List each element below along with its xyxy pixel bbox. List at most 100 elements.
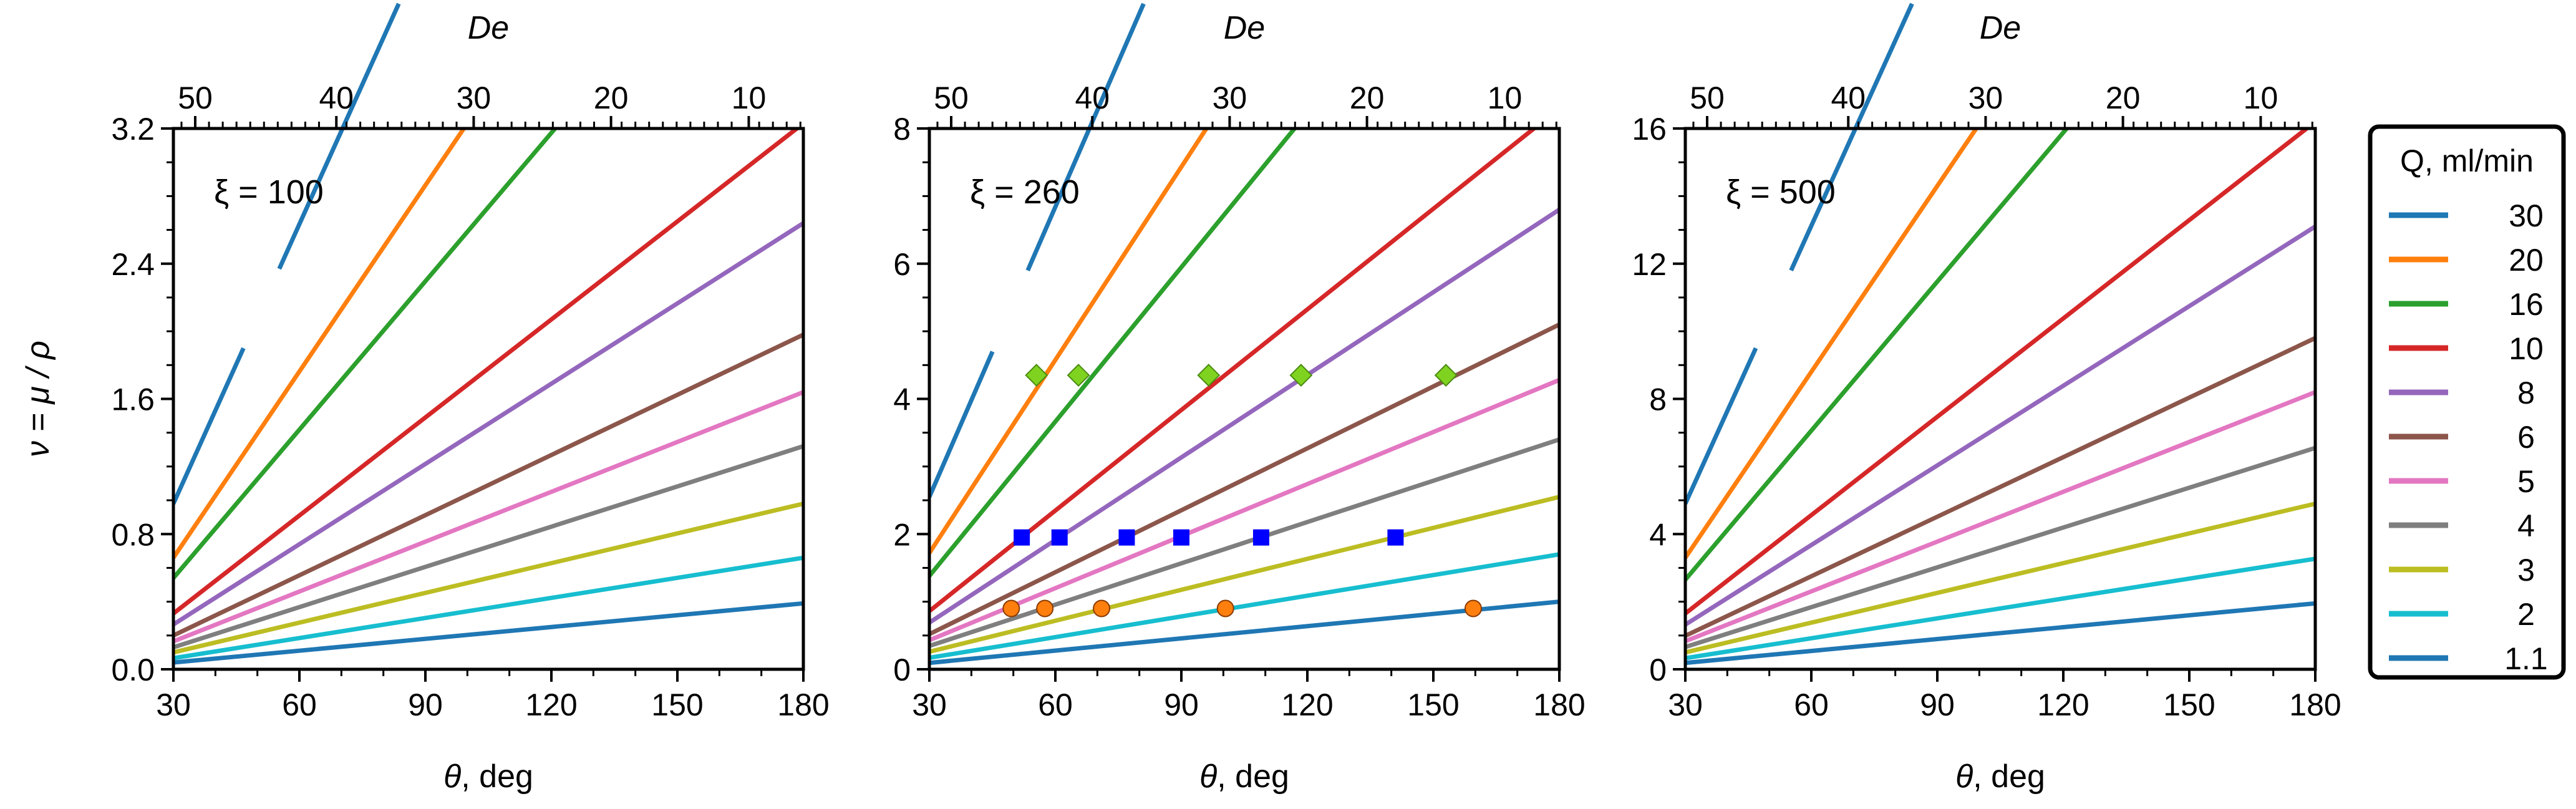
series-line-6 bbox=[1685, 336, 2315, 638]
x-axis-label-symbol: θ bbox=[1955, 758, 1973, 795]
top-tick-label: 50 bbox=[934, 80, 969, 115]
series-line-5 bbox=[1685, 390, 2315, 644]
series-line-3 bbox=[1685, 501, 2315, 655]
series-line-20 bbox=[173, 128, 467, 560]
series-line-30 bbox=[1685, 347, 1758, 505]
x-tick-label: 60 bbox=[282, 687, 317, 722]
series-line-16 bbox=[1685, 128, 2070, 581]
series-line-10 bbox=[929, 128, 1537, 613]
series-line-4 bbox=[173, 444, 803, 650]
x-tick-label: 120 bbox=[525, 687, 577, 722]
x-axis-label-unit: , deg bbox=[461, 758, 533, 795]
top-tick-label: 20 bbox=[1350, 80, 1385, 115]
x-tick-label: 180 bbox=[2289, 687, 2341, 722]
legend-label-16: 16 bbox=[2509, 287, 2544, 322]
x-tick-label: 120 bbox=[2037, 687, 2089, 722]
circle-marker bbox=[1002, 599, 1020, 618]
top-tick-label: 40 bbox=[1831, 80, 1866, 115]
square-marker bbox=[1118, 529, 1135, 546]
square-marker bbox=[1252, 529, 1269, 546]
top-tick-label: 10 bbox=[2244, 80, 2278, 115]
y-tick-label: 0.8 bbox=[111, 517, 155, 552]
x-axis-label: θ, deg bbox=[1955, 758, 2045, 795]
series-line-5 bbox=[929, 377, 1559, 642]
top-tick-label: 50 bbox=[178, 80, 213, 115]
top-tick-label: 30 bbox=[1213, 80, 1247, 115]
x-axis-label-unit: , deg bbox=[1217, 758, 1289, 795]
x-tick-label: 180 bbox=[1533, 687, 1585, 722]
legend-label-5: 5 bbox=[2517, 464, 2535, 499]
series-line-10 bbox=[1685, 128, 2310, 616]
x-tick-label: 150 bbox=[2163, 687, 2215, 722]
series-line-6 bbox=[929, 322, 1559, 636]
legend-box bbox=[2368, 124, 2566, 680]
series-line-1.1 bbox=[173, 601, 803, 665]
x-tick-label: 90 bbox=[1164, 687, 1199, 722]
legend: Q, ml/min 30 20 16 10 8 6 5 4 3 2 1.1 bbox=[2368, 124, 2566, 680]
series-line-30-upper bbox=[277, 2, 401, 270]
diamond-marker bbox=[1067, 364, 1090, 387]
circle-marker bbox=[1464, 599, 1482, 618]
series-line-16 bbox=[173, 128, 558, 579]
xi-annotation: ξ = 500 bbox=[1726, 173, 1836, 211]
x-tick-label: 90 bbox=[408, 687, 443, 722]
y-tick-label: 16 bbox=[1632, 112, 1667, 147]
x-axis-label-symbol: θ bbox=[1199, 758, 1217, 795]
xi-annotation: ξ = 260 bbox=[970, 173, 1080, 211]
top-tick-label: 20 bbox=[594, 80, 629, 115]
series-line-30 bbox=[929, 351, 995, 498]
series-line-16 bbox=[929, 128, 1297, 578]
diamond-marker bbox=[1434, 364, 1458, 387]
series-line-3 bbox=[929, 495, 1559, 654]
y-axis-label: ν = μ / ρ bbox=[20, 341, 56, 457]
square-marker bbox=[1014, 529, 1030, 546]
top-axis-label: De bbox=[1980, 10, 2021, 46]
series-line-1.1 bbox=[1685, 601, 2315, 666]
circle-marker bbox=[1036, 599, 1054, 618]
legend-label-3: 3 bbox=[2517, 553, 2535, 588]
square-marker bbox=[1387, 529, 1404, 546]
y-tick-label: 0 bbox=[893, 652, 911, 687]
series-line-2 bbox=[173, 555, 803, 661]
top-tick-label: 50 bbox=[1690, 80, 1725, 115]
top-axis-label: De bbox=[468, 10, 509, 46]
y-tick-label: 8 bbox=[893, 112, 911, 147]
series-line-8 bbox=[173, 221, 803, 627]
circle-marker bbox=[1093, 599, 1111, 618]
x-tick-label: 150 bbox=[651, 687, 703, 722]
top-axis-label: De bbox=[1224, 10, 1265, 46]
y-tick-label: 0 bbox=[1649, 652, 1667, 687]
diamond-marker bbox=[1289, 364, 1313, 387]
y-tick-label: 2.4 bbox=[111, 247, 155, 282]
x-axis-label-symbol: θ bbox=[443, 758, 461, 795]
x-axis-label: θ, deg bbox=[1199, 758, 1289, 795]
series-lines bbox=[1685, 128, 2315, 666]
legend-label-8: 8 bbox=[2517, 375, 2535, 410]
series-line-30-upper bbox=[1025, 2, 1146, 271]
series-line-4 bbox=[929, 437, 1559, 648]
y-tick-label: 2 bbox=[893, 517, 911, 552]
series-lines bbox=[929, 128, 1559, 666]
x-tick-label: 60 bbox=[1794, 687, 1829, 722]
x-tick-label: 120 bbox=[1281, 687, 1333, 722]
series-line-8 bbox=[929, 208, 1559, 625]
top-tick-label: 20 bbox=[2106, 80, 2141, 115]
series-line-2 bbox=[1685, 556, 2315, 661]
series-line-10 bbox=[173, 128, 801, 616]
legend-label-1.1: 1.1 bbox=[2504, 641, 2548, 676]
xi-annotation: ξ = 100 bbox=[214, 173, 324, 211]
legend-label-6: 6 bbox=[2517, 420, 2535, 455]
top-tick-label: 40 bbox=[319, 80, 354, 115]
panel-middle: 30 60 90 120 150 180 0 2 4 6 8 50 40 30 20 10 De θ, deg ξ … bbox=[893, 2, 1586, 795]
series-line-30-upper bbox=[1789, 2, 1914, 272]
legend-label-30: 30 bbox=[2509, 198, 2544, 233]
diamond-marker bbox=[1025, 364, 1048, 387]
series-line-20 bbox=[929, 128, 1209, 555]
diamond-marker bbox=[1197, 364, 1221, 387]
top-tick-label: 30 bbox=[1968, 80, 2003, 115]
y-tick-label: 8 bbox=[1649, 382, 1667, 417]
legend-label-4: 4 bbox=[2517, 508, 2535, 543]
x-tick-label: 180 bbox=[777, 687, 829, 722]
series-line-30 bbox=[173, 347, 246, 505]
